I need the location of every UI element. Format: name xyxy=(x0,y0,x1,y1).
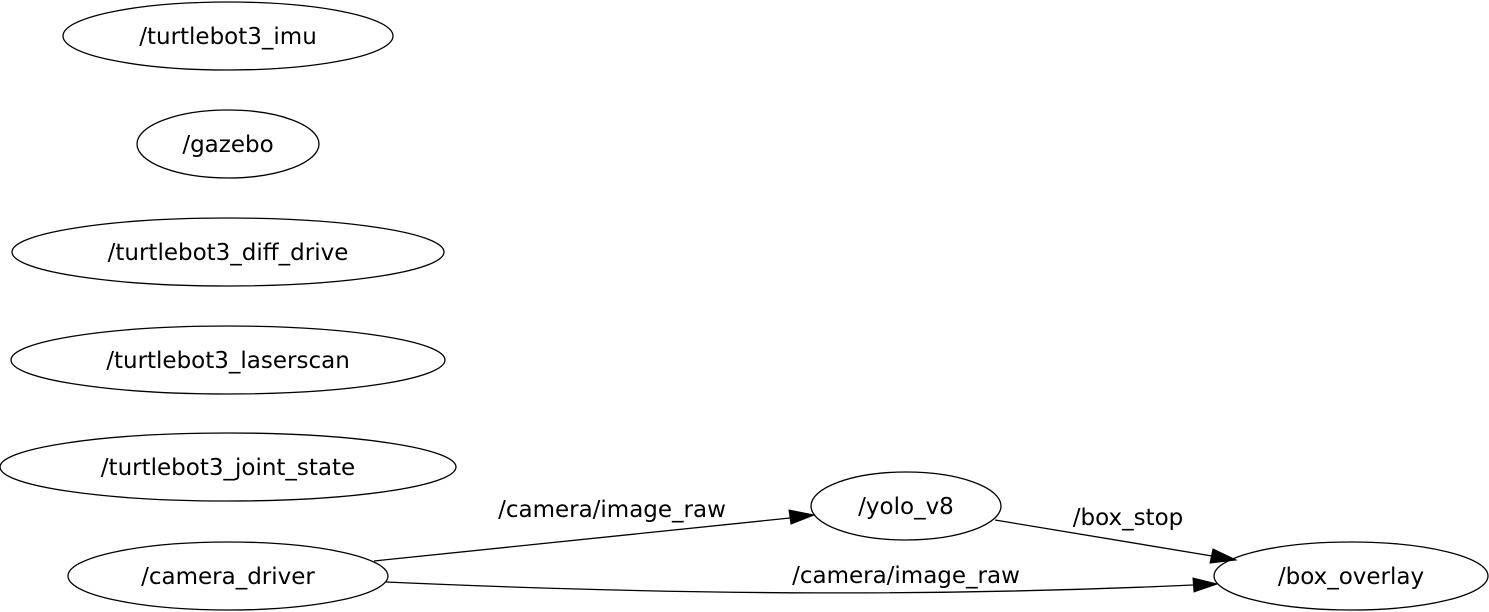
node-gazebo[interactable]: /gazebo xyxy=(136,109,320,179)
edge-label: /camera/image_raw xyxy=(498,497,726,523)
edge-line xyxy=(373,517,791,562)
arrow-head xyxy=(1209,548,1238,564)
node-turtlebot3-joint-state[interactable]: /turtlebot3_joint_state xyxy=(0,432,457,502)
node-shape xyxy=(62,1,394,71)
node-label: /camera_driver xyxy=(141,564,315,590)
node-shape xyxy=(0,432,457,502)
edge-yolo-v8-to-box-overlay[interactable]: /box_stop xyxy=(994,505,1238,564)
arrow-head xyxy=(1192,577,1219,593)
arrow-head xyxy=(788,509,816,525)
node-label: /gazebo xyxy=(182,132,273,158)
node-yolo-v8[interactable]: /yolo_v8 xyxy=(810,471,1002,541)
node-shape xyxy=(136,109,320,179)
node-label: /yolo_v8 xyxy=(858,494,954,520)
node-shape xyxy=(10,325,446,395)
edge-camera-driver-to-box-overlay[interactable]: /camera/image_raw xyxy=(385,563,1219,594)
node-turtlebot3-laserscan[interactable]: /turtlebot3_laserscan xyxy=(10,325,446,395)
node-shape xyxy=(67,541,389,611)
node-shape xyxy=(810,471,1002,541)
node-shape xyxy=(1213,541,1489,611)
node-label: /turtlebot3_imu xyxy=(139,24,317,50)
node-turtlebot3-imu[interactable]: /turtlebot3_imu xyxy=(62,1,394,71)
edge-label: /camera/image_raw xyxy=(792,563,1020,589)
edge-line xyxy=(994,519,1213,557)
node-camera-driver[interactable]: /camera_driver xyxy=(67,541,389,611)
node-shape xyxy=(11,217,445,287)
edge-label: /box_stop xyxy=(1073,505,1184,531)
node-label: /turtlebot3_joint_state xyxy=(101,455,355,481)
node-label: /turtlebot3_laserscan xyxy=(106,348,350,374)
edge-camera-driver-to-yolo-v8[interactable]: /camera/image_raw xyxy=(373,497,816,562)
node-turtlebot3-diff-drive[interactable]: /turtlebot3_diff_drive xyxy=(11,217,445,287)
node-label: /box_overlay xyxy=(1278,564,1424,590)
node-box-overlay[interactable]: /box_overlay xyxy=(1213,541,1489,611)
node-label: /turtlebot3_diff_drive xyxy=(108,240,349,266)
edge-line xyxy=(385,581,1194,594)
